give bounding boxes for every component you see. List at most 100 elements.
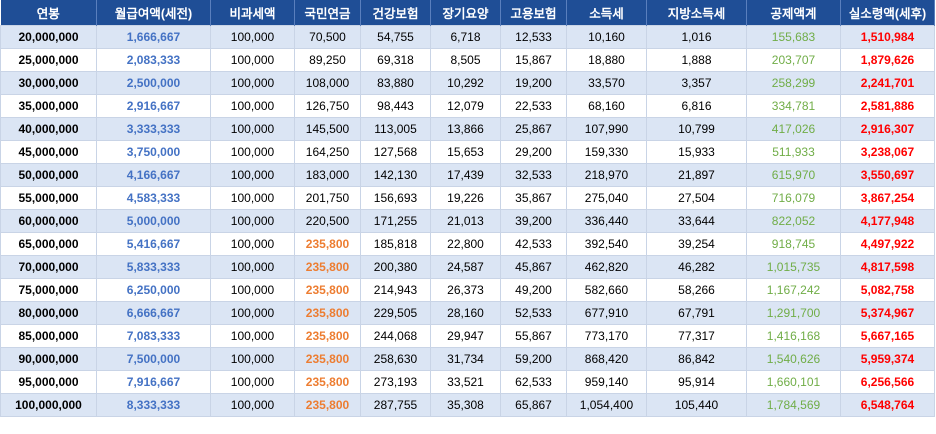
header-national-pension: 국민연금 bbox=[294, 0, 361, 26]
national-pension-cell: 235,800 bbox=[294, 370, 361, 394]
table-row: 75,000,000 6,250,000 100,000 235,800 214,943… bbox=[0, 278, 935, 302]
monthly-gross-cell: 4,166,667 bbox=[96, 163, 211, 187]
table-row: 80,000,000 6,666,667 100,000 235,800 229,505… bbox=[0, 301, 935, 325]
header-annual-salary: 연봉 bbox=[0, 0, 97, 26]
monthly-gross-cell: 6,666,667 bbox=[96, 301, 211, 325]
local-income-tax-cell: 58,266 bbox=[646, 278, 747, 302]
table-row: 100,000,000 8,333,333 100,000 235,800 287,75… bbox=[0, 393, 935, 417]
health-insurance-cell: 287,755 bbox=[360, 393, 431, 417]
total-deduction-cell: 1,660,101 bbox=[746, 370, 841, 394]
long-term-care-cell: 8,505 bbox=[430, 48, 501, 72]
total-deduction-cell: 615,970 bbox=[746, 163, 841, 187]
local-income-tax-cell: 6,816 bbox=[646, 94, 747, 118]
non-taxable-cell: 100,000 bbox=[210, 324, 295, 348]
non-taxable-cell: 100,000 bbox=[210, 140, 295, 164]
net-pay-cell: 6,256,566 bbox=[840, 370, 935, 394]
long-term-care-cell: 26,373 bbox=[430, 278, 501, 302]
health-insurance-cell: 156,693 bbox=[360, 186, 431, 210]
employment-insurance-cell: 45,867 bbox=[500, 255, 567, 279]
health-insurance-cell: 83,880 bbox=[360, 71, 431, 95]
employment-insurance-cell: 59,200 bbox=[500, 347, 567, 371]
employment-insurance-cell: 32,533 bbox=[500, 163, 567, 187]
employment-insurance-cell: 25,867 bbox=[500, 117, 567, 141]
local-income-tax-cell: 15,933 bbox=[646, 140, 747, 164]
net-pay-cell: 5,959,374 bbox=[840, 347, 935, 371]
monthly-gross-cell: 1,666,667 bbox=[96, 25, 211, 49]
net-pay-cell: 6,548,764 bbox=[840, 393, 935, 417]
header-non-taxable: 비과세액 bbox=[210, 0, 295, 26]
salary-table: 연봉 월급여액(세전) 비과세액 국민연금 건강보험 장기요양 고용보험 소득세 지방소득세 공제… bbox=[0, 0, 935, 417]
header-total-deduction: 공제액계 bbox=[746, 0, 841, 26]
net-pay-cell: 5,374,967 bbox=[840, 301, 935, 325]
header-monthly-gross: 월급여액(세전) bbox=[96, 0, 211, 26]
income-tax-cell: 1,054,400 bbox=[566, 393, 647, 417]
monthly-gross-cell: 5,416,667 bbox=[96, 232, 211, 256]
non-taxable-cell: 100,000 bbox=[210, 48, 295, 72]
net-pay-cell: 1,879,626 bbox=[840, 48, 935, 72]
annual-salary-cell: 35,000,000 bbox=[0, 94, 97, 118]
non-taxable-cell: 100,000 bbox=[210, 94, 295, 118]
net-pay-cell: 5,667,165 bbox=[840, 324, 935, 348]
income-tax-cell: 773,170 bbox=[566, 324, 647, 348]
long-term-care-cell: 35,308 bbox=[430, 393, 501, 417]
long-term-care-cell: 10,292 bbox=[430, 71, 501, 95]
non-taxable-cell: 100,000 bbox=[210, 255, 295, 279]
table-row: 40,000,000 3,333,333 100,000 145,500 113,005… bbox=[0, 117, 935, 141]
health-insurance-cell: 113,005 bbox=[360, 117, 431, 141]
annual-salary-cell: 30,000,000 bbox=[0, 71, 97, 95]
annual-salary-cell: 70,000,000 bbox=[0, 255, 97, 279]
employment-insurance-cell: 19,200 bbox=[500, 71, 567, 95]
annual-salary-cell: 50,000,000 bbox=[0, 163, 97, 187]
table-row: 25,000,000 2,083,333 100,000 89,250 69,318 8,… bbox=[0, 48, 935, 72]
monthly-gross-cell: 5,000,000 bbox=[96, 209, 211, 233]
total-deduction-cell: 1,167,242 bbox=[746, 278, 841, 302]
non-taxable-cell: 100,000 bbox=[210, 71, 295, 95]
income-tax-cell: 33,570 bbox=[566, 71, 647, 95]
non-taxable-cell: 100,000 bbox=[210, 301, 295, 325]
annual-salary-cell: 60,000,000 bbox=[0, 209, 97, 233]
employment-insurance-cell: 55,867 bbox=[500, 324, 567, 348]
monthly-gross-cell: 7,500,000 bbox=[96, 347, 211, 371]
annual-salary-cell: 85,000,000 bbox=[0, 324, 97, 348]
non-taxable-cell: 100,000 bbox=[210, 232, 295, 256]
monthly-gross-cell: 3,333,333 bbox=[96, 117, 211, 141]
table-row: 95,000,000 7,916,667 100,000 235,800 273,193… bbox=[0, 370, 935, 394]
header-employment-insurance: 고용보험 bbox=[500, 0, 567, 26]
national-pension-cell: 235,800 bbox=[294, 278, 361, 302]
net-pay-cell: 3,867,254 bbox=[840, 186, 935, 210]
monthly-gross-cell: 2,916,667 bbox=[96, 94, 211, 118]
income-tax-cell: 218,970 bbox=[566, 163, 647, 187]
annual-salary-cell: 55,000,000 bbox=[0, 186, 97, 210]
income-tax-cell: 68,160 bbox=[566, 94, 647, 118]
table-body: 20,000,000 1,666,667 100,000 70,500 54,755 6,… bbox=[0, 25, 935, 417]
non-taxable-cell: 100,000 bbox=[210, 163, 295, 187]
national-pension-cell: 235,800 bbox=[294, 347, 361, 371]
monthly-gross-cell: 5,833,333 bbox=[96, 255, 211, 279]
long-term-care-cell: 21,013 bbox=[430, 209, 501, 233]
table-row: 35,000,000 2,916,667 100,000 126,750 98,443 1… bbox=[0, 94, 935, 118]
national-pension-cell: 108,000 bbox=[294, 71, 361, 95]
non-taxable-cell: 100,000 bbox=[210, 209, 295, 233]
total-deduction-cell: 417,026 bbox=[746, 117, 841, 141]
non-taxable-cell: 100,000 bbox=[210, 117, 295, 141]
total-deduction-cell: 822,052 bbox=[746, 209, 841, 233]
total-deduction-cell: 511,933 bbox=[746, 140, 841, 164]
total-deduction-cell: 334,781 bbox=[746, 94, 841, 118]
long-term-care-cell: 33,521 bbox=[430, 370, 501, 394]
health-insurance-cell: 54,755 bbox=[360, 25, 431, 49]
total-deduction-cell: 1,291,700 bbox=[746, 301, 841, 325]
local-income-tax-cell: 39,254 bbox=[646, 232, 747, 256]
monthly-gross-cell: 6,250,000 bbox=[96, 278, 211, 302]
annual-salary-cell: 95,000,000 bbox=[0, 370, 97, 394]
national-pension-cell: 235,800 bbox=[294, 255, 361, 279]
health-insurance-cell: 98,443 bbox=[360, 94, 431, 118]
health-insurance-cell: 258,630 bbox=[360, 347, 431, 371]
monthly-gross-cell: 8,333,333 bbox=[96, 393, 211, 417]
table-row: 65,000,000 5,416,667 100,000 235,800 185,818… bbox=[0, 232, 935, 256]
annual-salary-cell: 40,000,000 bbox=[0, 117, 97, 141]
employment-insurance-cell: 42,533 bbox=[500, 232, 567, 256]
employment-insurance-cell: 49,200 bbox=[500, 278, 567, 302]
health-insurance-cell: 127,568 bbox=[360, 140, 431, 164]
income-tax-cell: 392,540 bbox=[566, 232, 647, 256]
national-pension-cell: 235,800 bbox=[294, 393, 361, 417]
